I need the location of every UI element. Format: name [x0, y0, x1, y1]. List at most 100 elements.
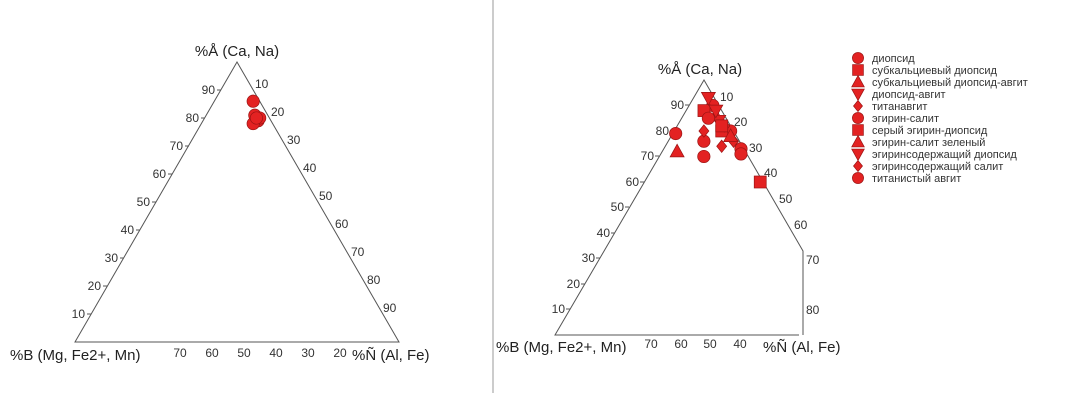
left-left-tick-label: 70	[170, 139, 184, 153]
right-point-circle	[701, 111, 715, 125]
right-right-tick-label: 80	[806, 303, 820, 317]
left-apex-bottom-right-label: %Ñ (Al, Fe)	[352, 347, 430, 364]
left-right-tick-label: 90	[383, 301, 397, 315]
left-left-tick-label: 40	[121, 223, 135, 237]
left-left-tick-label: 60	[153, 167, 167, 181]
left-point-circle	[246, 94, 260, 108]
left-ternary-plot: %Å (Ca, Na) %B (Mg, Fe2+, Mn) %Ñ (Al, Fe…	[10, 43, 430, 364]
right-bottom-tick-label: 50	[703, 337, 717, 351]
right-right-tick-label: 40	[764, 166, 778, 180]
right-left-tick-label: 90	[671, 98, 685, 112]
right-left-axis-ticks: 90 80 70 60 50 40 30 20 10	[552, 98, 689, 316]
legend-label: субкальциевый диопсид-авгит	[872, 77, 1028, 89]
left-bottom-tick-label: 40	[269, 346, 283, 360]
left-left-tick-label: 20	[88, 279, 102, 293]
legend-marker-circle	[852, 52, 864, 64]
left-bottom-tick-label: 30	[301, 346, 315, 360]
legend-label: титанавгит	[872, 101, 927, 113]
right-bottom-tick-label: 70	[644, 337, 658, 351]
right-bottom-axis-ticks: 70 60 50 40	[644, 337, 747, 351]
legend-label: титанистый авгит	[872, 173, 961, 185]
legend-label: диопсид-авгит	[872, 89, 946, 101]
left-right-tick-label: 30	[287, 133, 301, 147]
right-data-points	[669, 91, 767, 189]
left-right-tick-label: 10	[255, 77, 269, 91]
right-point-square	[715, 119, 729, 133]
left-right-axis-ticks: 10 20 30 40 50 60 70 80 90	[255, 77, 397, 315]
right-bottom-tick-label: 60	[674, 337, 688, 351]
left-data-points	[246, 94, 267, 131]
right-point-triangle-down	[700, 91, 717, 106]
legend-marker-triangle-down	[851, 148, 865, 162]
right-left-tick-label: 20	[567, 277, 581, 291]
left-left-tick-label: 90	[202, 83, 216, 97]
right-point-triangle-up	[723, 128, 739, 142]
right-point-diamond	[716, 139, 728, 154]
left-left-tick-label: 80	[186, 111, 200, 125]
legend-label: эгирин-салит зеленый	[872, 137, 985, 149]
right-right-tick-label: 70	[806, 253, 820, 267]
right-left-tick-label: 70	[641, 149, 655, 163]
legend-label: субкальциевый диопсид	[872, 65, 998, 77]
left-point-circle	[249, 111, 263, 125]
right-right-tick-label: 30	[749, 141, 763, 155]
right-point-square	[753, 175, 767, 189]
legend-marker-triangle-up	[851, 134, 865, 148]
right-apex-bottom-right-label: %Ñ (Al, Fe)	[763, 339, 841, 356]
right-left-tick-label: 10	[552, 302, 566, 316]
legend-marker-square	[852, 124, 864, 136]
right-left-tick-label: 50	[611, 200, 625, 214]
right-right-tick-label: 60	[794, 218, 808, 232]
left-left-axis-ticks: 90 80 70 60 50 40 30 20 10	[72, 83, 221, 321]
right-right-axis-ticks: 10 20 30 40 50 60 70 80	[720, 90, 820, 317]
left-bottom-tick-label: 60	[205, 346, 219, 360]
left-bottom-tick-label: 20	[333, 346, 347, 360]
legend-marker-circle	[852, 172, 864, 184]
legend-label: эгиринсодержащий салит	[872, 161, 1003, 173]
right-left-tick-label: 30	[582, 251, 596, 265]
right-point-diamond	[698, 124, 710, 138]
right-point-triangle-up	[669, 143, 685, 158]
left-right-tick-label: 60	[335, 217, 349, 231]
right-point-circle	[734, 147, 748, 161]
right-right-tick-label: 10	[720, 90, 734, 104]
legend-label: серый эгирин-диопсид	[872, 125, 988, 137]
left-right-tick-label: 70	[351, 245, 365, 259]
right-triangle-outline	[554, 79, 804, 336]
right-point-circle	[669, 127, 683, 141]
right-apex-bottom-left-label: %B (Mg, Fe2+, Mn)	[496, 339, 626, 356]
right-bottom-tick-label: 40	[733, 337, 747, 351]
legend-marker-diamond	[853, 159, 863, 173]
legend-label: эгирин-салит	[872, 113, 939, 125]
left-apex-bottom-left-label: %B (Mg, Fe2+, Mn)	[10, 347, 140, 364]
legend-marker-triangle-down	[851, 88, 865, 102]
right-left-tick-label: 40	[597, 226, 611, 240]
right-right-tick-label: 50	[779, 192, 793, 206]
legend-marker-square	[852, 64, 864, 76]
legend-marker-circle	[852, 112, 864, 124]
left-right-tick-label: 20	[271, 105, 285, 119]
legend-marker-diamond	[853, 99, 863, 113]
right-point-triangle-down	[708, 104, 724, 119]
left-apex-top-label: %Å (Ca, Na)	[195, 43, 279, 60]
left-triangle-outline	[74, 61, 400, 343]
legend-marker-triangle-up	[851, 74, 865, 88]
left-bottom-axis-ticks: 70 60 50 40 30 20	[173, 346, 347, 360]
right-ternary-plot: %Å (Ca, Na) %B (Mg, Fe2+, Mn) %Ñ (Al, Fe…	[496, 61, 841, 356]
right-left-tick-label: 60	[626, 175, 640, 189]
legend-label: эгиринсодержащий диопсид	[872, 149, 1017, 161]
right-left-tick-label: 80	[656, 124, 670, 138]
left-right-tick-label: 50	[319, 189, 333, 203]
left-bottom-tick-label: 70	[173, 346, 187, 360]
left-bottom-tick-label: 50	[237, 346, 251, 360]
right-point-circle	[697, 149, 711, 164]
right-right-tick-label: 20	[734, 115, 748, 129]
left-right-tick-label: 80	[367, 273, 381, 287]
left-left-tick-label: 30	[105, 251, 119, 265]
left-left-tick-label: 10	[72, 307, 86, 321]
left-right-tick-label: 40	[303, 161, 317, 175]
left-left-tick-label: 50	[137, 195, 151, 209]
right-apex-top-label: %Å (Ca, Na)	[658, 61, 742, 78]
